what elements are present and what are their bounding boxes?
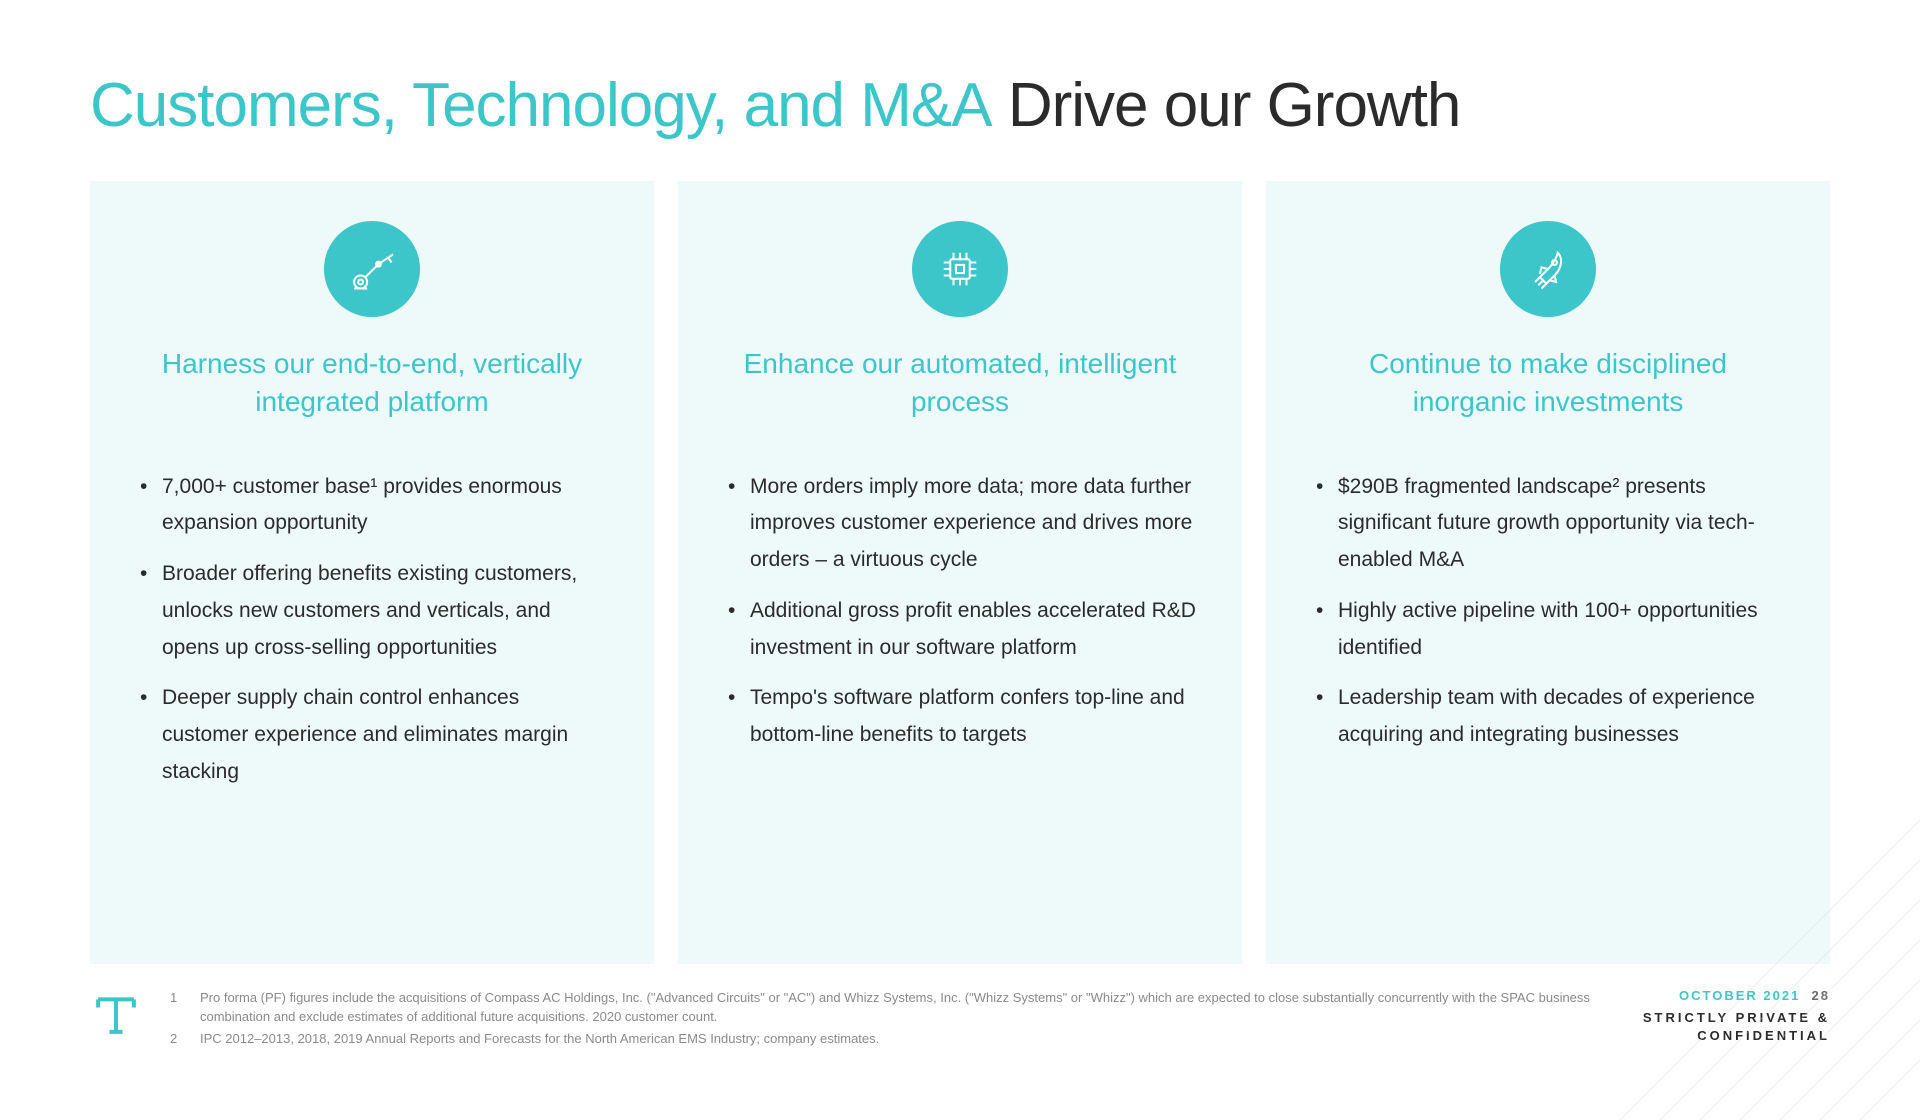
footnote: 2 IPC 2012–2013, 2018, 2019 Annual Repor… [170, 1029, 1615, 1049]
bullet-list: 7,000+ customer base¹ provides enormous … [134, 469, 610, 805]
list-item: More orders imply more data; more data f… [740, 469, 1198, 579]
bullet-list: More orders imply more data; more data f… [722, 469, 1198, 768]
page-title: Customers, Technology, and M&A Drive our… [90, 70, 1830, 141]
robot-arm-icon [324, 221, 420, 317]
card-investments: Continue to make disciplined inorganic i… [1266, 181, 1830, 964]
footnotes: 1 Pro forma (PF) figures include the acq… [170, 988, 1615, 1051]
footnote: 1 Pro forma (PF) figures include the acq… [170, 988, 1615, 1027]
footnote-num: 1 [170, 988, 184, 1027]
confidential-label: STRICTLY PRIVATE & CONFIDENTIAL [1643, 1009, 1830, 1045]
list-item: Deeper supply chain control enhances cus… [152, 680, 610, 790]
slide: Customers, Technology, and M&A Drive our… [0, 0, 1920, 1080]
footnote-text: Pro forma (PF) figures include the acqui… [200, 988, 1615, 1027]
footer-meta: OCTOBER 2021 28 STRICTLY PRIVATE & CONFI… [1643, 988, 1830, 1045]
list-item: Highly active pipeline with 100+ opportu… [1328, 593, 1786, 667]
list-item: Broader offering benefits existing custo… [152, 556, 610, 666]
footer: 1 Pro forma (PF) figures include the acq… [90, 988, 1830, 1051]
list-item: Additional gross profit enables accelera… [740, 593, 1198, 667]
list-item: Leadership team with decades of experien… [1328, 680, 1786, 754]
card-platform: Harness our end-to-end, vertically integ… [90, 181, 654, 964]
logo-icon [90, 988, 142, 1040]
list-item: Tempo's software platform confers top-li… [740, 680, 1198, 754]
bullet-list: $290B fragmented landscape² presents sig… [1310, 469, 1786, 768]
page-number: 28 [1812, 988, 1830, 1003]
chip-icon [912, 221, 1008, 317]
footnote-text: IPC 2012–2013, 2018, 2019 Annual Reports… [200, 1029, 879, 1049]
card-process: Enhance our automated, intelligent proce… [678, 181, 1242, 964]
footer-date: OCTOBER 2021 [1679, 988, 1800, 1003]
list-item: 7,000+ customer base¹ provides enormous … [152, 469, 610, 543]
card-row: Harness our end-to-end, vertically integ… [90, 181, 1830, 964]
card-heading: Continue to make disciplined inorganic i… [1310, 345, 1786, 421]
title-part1: Customers, Technology, and M&A [90, 71, 992, 140]
rocket-icon [1500, 221, 1596, 317]
card-heading: Enhance our automated, intelligent proce… [722, 345, 1198, 421]
title-part2: Drive our Growth [992, 71, 1461, 140]
footnote-num: 2 [170, 1029, 184, 1049]
card-heading: Harness our end-to-end, vertically integ… [134, 345, 610, 421]
list-item: $290B fragmented landscape² presents sig… [1328, 469, 1786, 579]
